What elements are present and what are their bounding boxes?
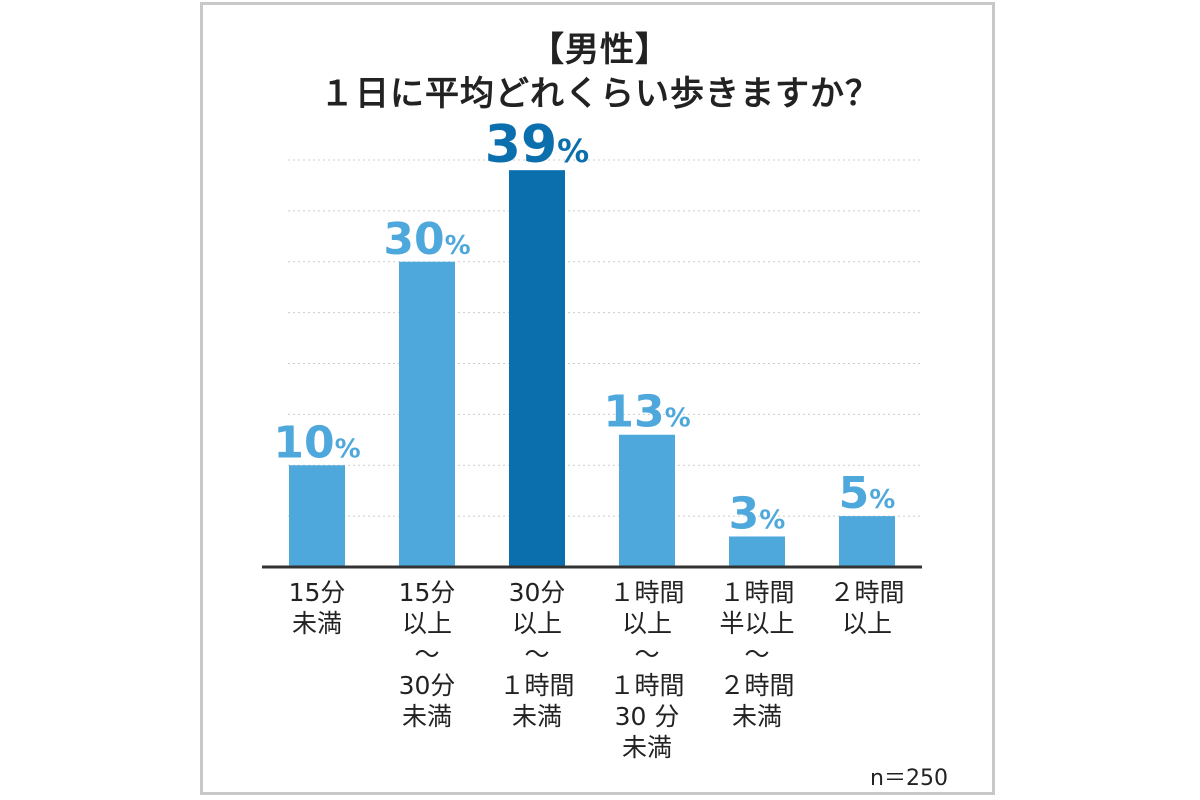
category-label: 未満 bbox=[622, 733, 672, 762]
bar-value-label: 3% bbox=[729, 488, 786, 539]
sample-size-note: n＝250 bbox=[870, 766, 948, 791]
category-label: 15分 bbox=[289, 578, 346, 607]
category-label: 〜 bbox=[634, 640, 659, 669]
category-label: 未満 bbox=[732, 702, 782, 731]
category-label: 30分 bbox=[399, 671, 456, 700]
category-label: 以上 bbox=[512, 609, 562, 638]
category-label: 以上 bbox=[842, 609, 892, 638]
bar bbox=[729, 536, 785, 567]
category-label: １時間 bbox=[499, 671, 574, 700]
category-label: 以上 bbox=[402, 609, 452, 638]
chart-title-line1: 【男性】 bbox=[530, 30, 670, 70]
bar-value-label: 5% bbox=[839, 468, 896, 519]
category-label: 未満 bbox=[512, 702, 562, 731]
category-label: 30 分 bbox=[615, 702, 680, 731]
category-label: 未満 bbox=[292, 609, 342, 638]
bar-value-label: 10% bbox=[273, 417, 360, 468]
category-label: 30分 bbox=[509, 578, 566, 607]
category-label: 〜 bbox=[414, 640, 439, 669]
category-label: １時間 bbox=[719, 578, 794, 607]
category-label: ２時間 bbox=[719, 671, 794, 700]
category-label: 未満 bbox=[402, 702, 452, 731]
bar bbox=[509, 170, 565, 568]
category-label: ２時間 bbox=[829, 578, 904, 607]
chart-frame bbox=[200, 2, 995, 795]
bar bbox=[399, 261, 455, 567]
chart-title-line2: １日に平均どれくらい歩きますか？ bbox=[320, 74, 880, 114]
category-label: １時間 bbox=[609, 578, 684, 607]
bar bbox=[289, 465, 345, 567]
bar bbox=[619, 434, 675, 567]
category-label: 〜 bbox=[524, 640, 549, 669]
category-label: 半以上 bbox=[719, 609, 794, 638]
bar-value-label: 39% bbox=[485, 115, 589, 175]
category-label: 以上 bbox=[622, 609, 672, 638]
category-label: 〜 bbox=[744, 640, 769, 669]
category-label: 15分 bbox=[399, 578, 456, 607]
bar-value-label: 30% bbox=[383, 214, 470, 265]
bar bbox=[839, 516, 895, 567]
category-label: １時間 bbox=[609, 671, 684, 700]
bar-value-label: 13% bbox=[603, 387, 690, 438]
